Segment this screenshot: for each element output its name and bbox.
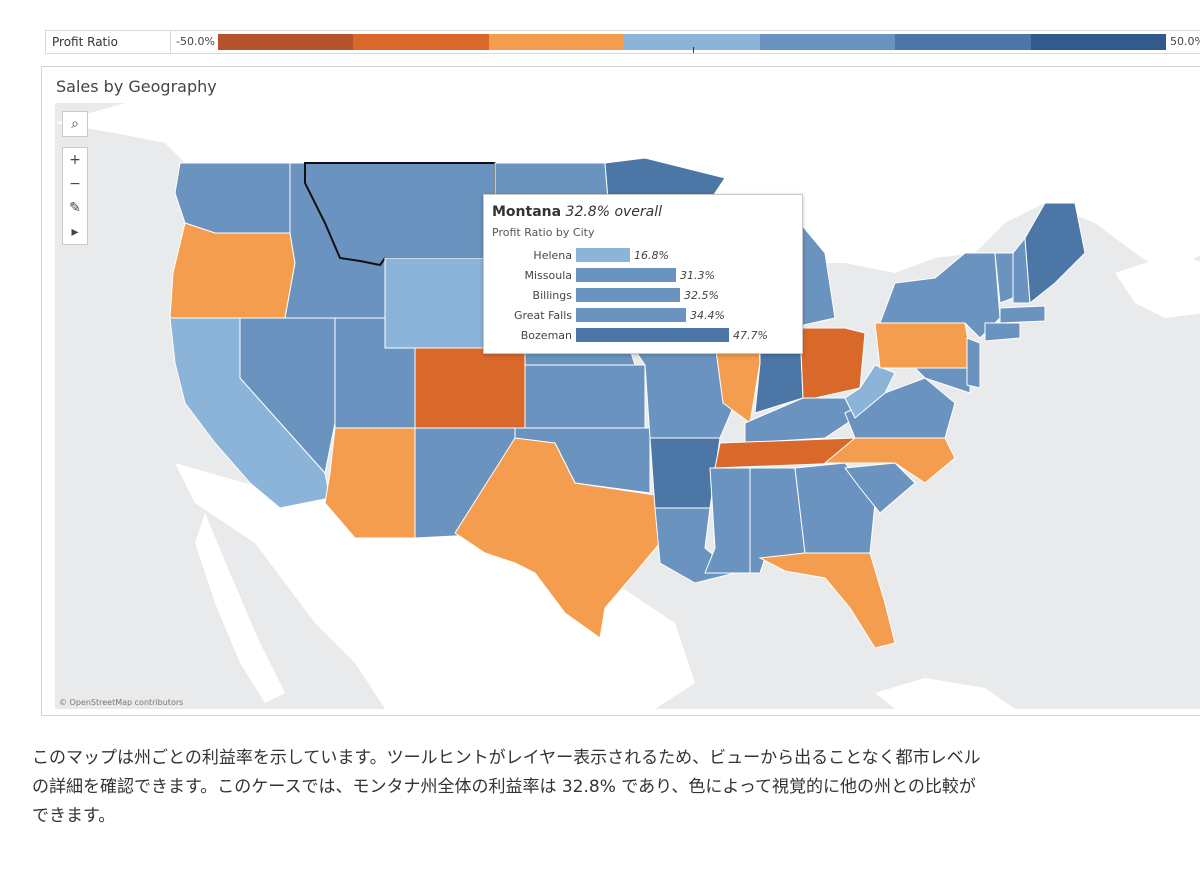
sales-by-geography-panel: Sales by Geography	[41, 66, 1200, 716]
tooltip-city-bar	[576, 328, 729, 342]
state-maine[interactable]	[1024, 202, 1086, 304]
map-attribution: © OpenStreetMap contributors	[59, 698, 184, 707]
state-maryland[interactable]	[913, 367, 971, 394]
tooltip-city-bar	[576, 288, 680, 302]
legend-divider	[170, 31, 171, 53]
tooltip-overall: 32.8% overall	[565, 204, 663, 220]
state-new-jersey[interactable]	[966, 337, 981, 389]
tooltip-city-row: Missoula 31.3%	[484, 268, 804, 284]
legend-swatch[interactable]	[895, 34, 1031, 50]
state-arkansas[interactable]	[649, 437, 721, 509]
state-georgia[interactable]	[794, 462, 876, 554]
tooltip-city-row: Helena 16.8%	[484, 248, 804, 264]
search-tool[interactable]: ⌕	[62, 111, 88, 137]
zoom-in-icon[interactable]: +	[69, 152, 81, 168]
panel-title: Sales by Geography	[56, 77, 217, 96]
profit-ratio-legend[interactable]: Profit Ratio -50.0% 50.0%	[45, 30, 1200, 54]
caption-line-2: の詳細を確認できます。このケースでは、モンタナ州全体の利益率は 32.8% であ…	[32, 777, 976, 797]
baja-land	[195, 513, 285, 703]
tooltip-city-value: 32.5%	[684, 289, 719, 302]
tooltip-city-bar	[576, 308, 686, 322]
state-kansas[interactable]	[524, 364, 646, 429]
tooltip-city-bar	[576, 268, 676, 282]
cuba-land	[875, 678, 1015, 709]
nova-scotia-land	[1115, 253, 1200, 318]
tooltip-city-name: Billings	[532, 289, 572, 302]
state-ohio[interactable]	[799, 327, 866, 399]
tooltip-city-row: Great Falls 34.4%	[484, 308, 804, 324]
state-pennsylvania[interactable]	[874, 322, 974, 369]
map-toolbar[interactable]: + − ✎ ▸	[62, 147, 88, 245]
legend-swatch[interactable]	[488, 34, 625, 50]
search-icon[interactable]: ⌕	[71, 116, 79, 132]
canada-land	[55, 103, 1200, 283]
legend-title: Profit Ratio	[52, 35, 118, 49]
caption-line-1: このマップは州ごとの利益率を示しています。ツールヒントがレイヤー表示されるため、…	[32, 748, 981, 768]
legend-swatch[interactable]	[624, 34, 760, 50]
legend-max-label: 50.0%	[1170, 35, 1200, 48]
state-wyoming[interactable]	[384, 257, 496, 349]
expand-arrow-icon[interactable]: ▸	[71, 224, 79, 240]
tooltip-heading: Montana 32.8% overall	[492, 204, 662, 220]
tooltip-city-name: Helena	[533, 249, 572, 262]
tooltip-city-value: 47.7%	[733, 329, 768, 342]
tooltip-subtitle: Profit Ratio by City	[492, 226, 595, 239]
state-tooltip: Montana 32.8% overall Profit Ratio by Ci…	[483, 194, 803, 354]
tooltip-city-value: 31.3%	[680, 269, 715, 282]
legend-swatch[interactable]	[1030, 34, 1166, 50]
tooltip-city-row: Billings 32.5%	[484, 288, 804, 304]
state-texas[interactable]	[454, 437, 661, 639]
tooltip-city-row: Bozeman 47.7%	[484, 328, 804, 344]
state-connecticut[interactable]	[984, 322, 1021, 342]
tooltip-city-name: Bozeman	[520, 329, 572, 342]
color-ramp[interactable]	[218, 34, 1166, 50]
pin-icon[interactable]: ✎	[69, 200, 81, 216]
state-colorado[interactable]	[414, 347, 526, 429]
description-text: このマップは州ごとの利益率を示しています。ツールヒントがレイヤー表示されるため、…	[32, 744, 1200, 831]
tooltip-city-name: Missoula	[524, 269, 572, 282]
state-west-virginia[interactable]	[844, 364, 896, 419]
tooltip-city-value: 16.8%	[634, 249, 669, 262]
caption-line-3: できます。	[32, 806, 116, 826]
state-massachusetts[interactable]	[999, 305, 1046, 324]
state-washington[interactable]	[174, 162, 291, 234]
state-nevada[interactable]	[239, 317, 336, 475]
legend-swatch[interactable]	[353, 34, 489, 50]
zoom-out-icon[interactable]: −	[69, 176, 81, 192]
legend-swatch[interactable]	[759, 34, 896, 50]
state-mississippi[interactable]	[704, 467, 751, 574]
tooltip-city-bar	[576, 248, 630, 262]
tooltip-state-name: Montana	[492, 204, 562, 220]
legend-min-label: -50.0%	[176, 35, 215, 48]
tooltip-city-name: Great Falls	[513, 309, 572, 322]
legend-marker	[693, 47, 694, 53]
state-florida[interactable]	[758, 552, 896, 649]
mexico-land	[175, 463, 695, 709]
legend-swatch[interactable]	[218, 34, 354, 50]
state-south-carolina[interactable]	[844, 462, 916, 514]
state-oregon[interactable]	[169, 222, 296, 319]
tooltip-city-value: 34.4%	[690, 309, 725, 322]
